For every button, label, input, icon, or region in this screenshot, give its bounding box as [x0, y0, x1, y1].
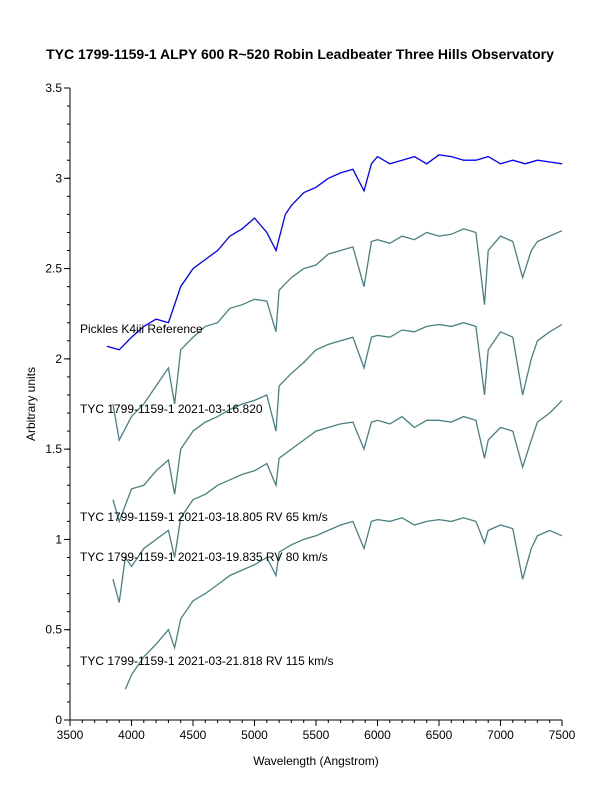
y-tick-label: 1	[55, 532, 62, 546]
x-tick-label: 5500	[303, 728, 330, 742]
y-tick-label: 1.5	[45, 442, 62, 456]
x-tick-label: 7000	[487, 728, 514, 742]
x-axis-label: Wavelength (Angstrom)	[253, 754, 379, 768]
y-tick-label: 3	[55, 171, 62, 185]
x-tick-label: 6000	[364, 728, 391, 742]
x-tick-label: 7500	[549, 728, 576, 742]
series-label: TYC 1799-1159-1 2021-03-21.818 RV 115 km…	[80, 654, 334, 668]
series-line	[124, 517, 563, 690]
series-label: TYC 1799-1159-1 2021-03-16.820	[80, 402, 263, 416]
y-tick-label: 2.5	[45, 262, 62, 276]
x-tick-label: 6500	[426, 728, 453, 742]
series-label: Pickles K4iii Reference	[80, 322, 203, 336]
y-tick-label: 0.5	[45, 623, 62, 637]
x-tick-label: 3500	[57, 728, 84, 742]
y-axis-label: Arbitrary units	[24, 367, 38, 441]
x-tick-label: 5000	[241, 728, 268, 742]
y-tick-label: 0	[55, 713, 62, 727]
series-line	[112, 322, 563, 524]
series-line	[112, 399, 563, 603]
x-tick-label: 4000	[118, 728, 145, 742]
x-tick-label: 4500	[180, 728, 207, 742]
series-line	[106, 154, 563, 351]
series-label: TYC 1799-1159-1 2021-03-18.805 RV 65 km/…	[80, 510, 328, 524]
series-line	[112, 228, 563, 443]
y-tick-label: 3.5	[45, 81, 62, 95]
y-tick-label: 2	[55, 352, 62, 366]
series-label: TYC 1799-1159-1 2021-03-19.835 RV 80 km/…	[80, 550, 328, 564]
chart-title: TYC 1799-1159-1 ALPY 600 R~520 Robin Lea…	[46, 46, 554, 62]
